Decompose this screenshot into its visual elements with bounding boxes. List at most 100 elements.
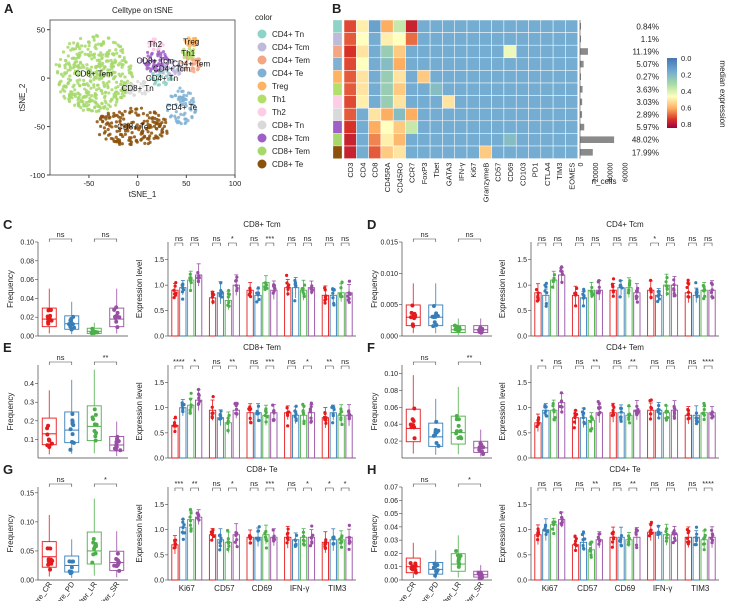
expr-point xyxy=(665,284,669,288)
sig-label: ns xyxy=(576,234,584,243)
point xyxy=(104,90,108,95)
expr-point xyxy=(710,295,714,299)
point xyxy=(166,108,170,113)
point xyxy=(132,84,136,88)
freq-point xyxy=(434,323,439,328)
point xyxy=(183,111,187,115)
sig-label: ns xyxy=(667,234,675,243)
heat-cell xyxy=(528,82,542,96)
sig-label: ns xyxy=(629,234,637,243)
expr-point xyxy=(301,409,305,413)
point xyxy=(147,40,151,45)
expr-point xyxy=(340,539,344,544)
expr-point xyxy=(664,403,668,407)
expr-point xyxy=(323,417,327,422)
expr-bar xyxy=(708,412,716,459)
expr-point xyxy=(331,291,335,295)
sig-bracket xyxy=(457,361,482,365)
point xyxy=(83,44,87,48)
expr-point xyxy=(573,539,578,543)
expr-point xyxy=(217,533,222,538)
point xyxy=(145,127,149,131)
expr-point xyxy=(711,414,715,419)
point xyxy=(76,98,80,102)
expr-point xyxy=(649,528,653,532)
sig-bracket xyxy=(612,242,622,246)
expr-point xyxy=(702,403,707,408)
heat-cell xyxy=(442,107,455,122)
sig-label: ns xyxy=(191,234,199,243)
point xyxy=(85,67,89,71)
expr-point xyxy=(648,398,652,403)
expr-point xyxy=(331,421,335,425)
column-label: CD4 xyxy=(358,163,367,178)
expr-point xyxy=(598,406,602,410)
sig-label: ns xyxy=(688,479,696,488)
expr-point xyxy=(308,410,312,414)
expr-bar xyxy=(195,516,203,581)
heat-cell xyxy=(479,133,492,147)
expr-point xyxy=(347,535,351,540)
freq-box xyxy=(64,411,80,444)
heat-cell xyxy=(442,32,455,46)
percentage-label: 1.1% xyxy=(641,35,659,44)
heat-cell xyxy=(356,19,369,33)
point xyxy=(152,43,156,47)
point xyxy=(108,132,112,136)
heat-cell xyxy=(417,70,431,84)
sig-label: ns xyxy=(341,234,349,243)
expr-point xyxy=(543,404,547,408)
point xyxy=(82,78,86,82)
point xyxy=(106,113,111,117)
heat-cell xyxy=(368,70,382,84)
expr-point xyxy=(332,535,336,539)
point xyxy=(157,113,161,117)
freq-point xyxy=(45,432,50,437)
point xyxy=(187,43,191,47)
expr-point xyxy=(545,414,549,418)
expr-point xyxy=(619,406,624,411)
expr-point xyxy=(672,416,677,420)
point xyxy=(82,104,86,108)
sig-bracket xyxy=(575,365,584,369)
point xyxy=(150,51,154,55)
heat-cell xyxy=(429,95,443,109)
point xyxy=(157,124,162,129)
heat-cell xyxy=(515,70,529,84)
heat-cell xyxy=(552,32,566,46)
expr-point xyxy=(227,300,231,305)
point xyxy=(111,40,116,45)
point xyxy=(143,141,147,145)
expr-tick-label: 1.5 xyxy=(154,502,164,509)
expr-point xyxy=(181,408,185,413)
point xyxy=(88,50,93,54)
heat-cell xyxy=(380,32,394,46)
point xyxy=(156,83,160,87)
point xyxy=(180,61,184,65)
expr-tick-label: 0.0 xyxy=(154,578,164,585)
expr-point xyxy=(211,411,215,415)
heat-cell xyxy=(466,32,480,46)
expr-point xyxy=(628,279,632,283)
cluster-th1 xyxy=(180,47,196,60)
freq-tick-label: 0.07 xyxy=(384,485,398,492)
expr-bar xyxy=(307,287,316,337)
expr-point xyxy=(695,416,699,420)
expr-point xyxy=(635,546,639,550)
heat-cell xyxy=(479,44,492,59)
sig-label: *** xyxy=(266,234,275,243)
point xyxy=(162,68,166,72)
heat-cell xyxy=(405,95,419,109)
point xyxy=(99,106,103,110)
colorbar-tick: 0.8 xyxy=(681,120,691,129)
point xyxy=(117,110,122,114)
heat-cell xyxy=(503,70,517,84)
heat-cell xyxy=(466,95,480,109)
expr-point xyxy=(174,424,178,428)
expr-point xyxy=(560,410,564,414)
expr-point xyxy=(227,544,231,548)
point xyxy=(161,80,166,85)
sig-label: * xyxy=(306,479,309,488)
point xyxy=(114,124,118,128)
expr-point xyxy=(560,405,564,409)
